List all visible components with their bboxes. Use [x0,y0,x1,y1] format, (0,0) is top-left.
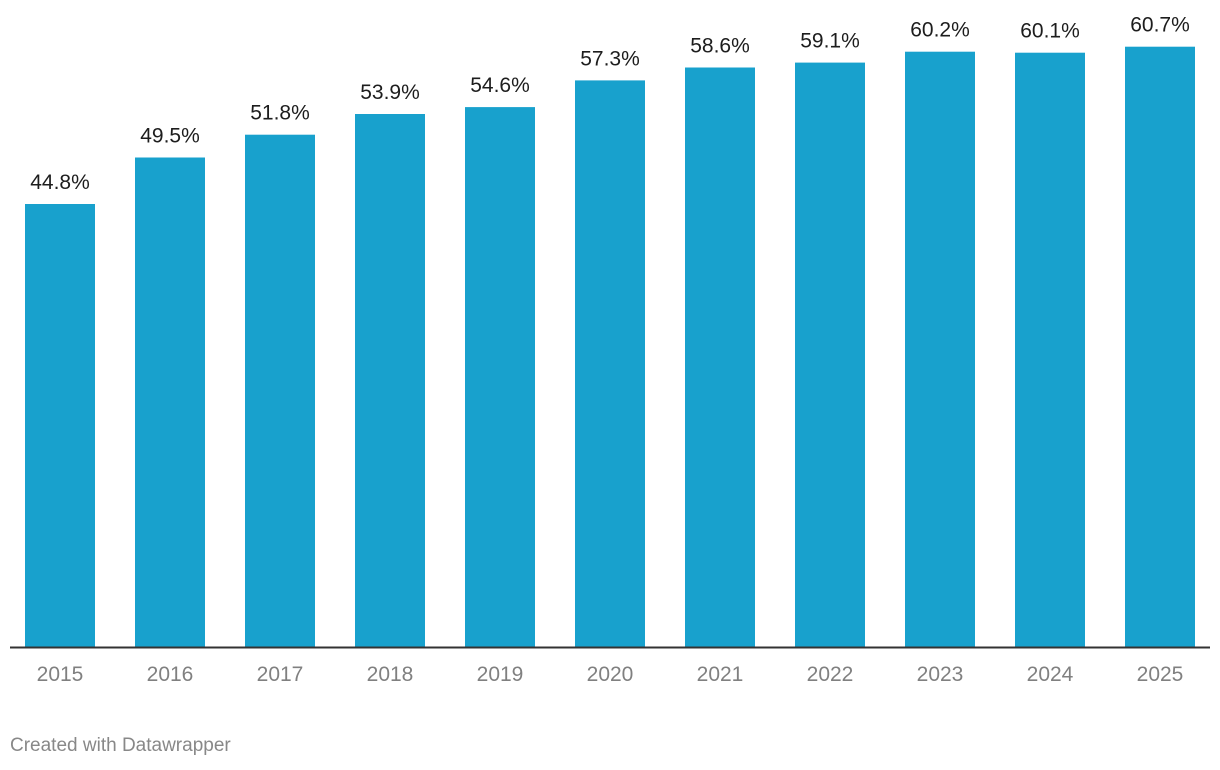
bar-2023 [905,51,975,647]
x-tick-label-2021: 2021 [697,663,744,686]
value-label-2022: 59.1% [800,30,860,53]
value-label-2019: 54.6% [470,74,530,97]
value-label-2017: 51.8% [250,102,310,125]
value-label-2016: 49.5% [140,125,200,148]
value-label-2020: 57.3% [580,47,640,70]
x-tick-label-2016: 2016 [147,663,194,686]
x-tick-label-2022: 2022 [807,663,854,686]
bar-2017 [245,134,315,647]
bar-2025 [1125,46,1195,647]
chart-plot-area: 44.8% 2015 49.5% 2016 51.8% 2017 53.9% 2018 54.6… [10,14,1210,686]
x-tick-label-2017: 2017 [257,663,304,686]
datawrapper-credit: Created with Datawrapper [10,735,231,756]
x-tick-label-2024: 2024 [1027,663,1074,686]
x-tick-label-2023: 2023 [917,663,964,686]
bar-2018 [355,114,425,647]
x-tick-label-2025: 2025 [1137,663,1184,686]
value-label-2015: 44.8% [30,171,90,194]
x-tick-label-2015: 2015 [37,663,84,686]
value-label-2023: 60.2% [910,19,970,42]
bar-2016 [135,157,205,647]
value-label-2024: 60.1% [1020,20,1080,43]
bar-2021 [685,67,755,647]
bar-2022 [795,62,865,648]
bar-2019 [465,107,535,648]
value-label-2018: 53.9% [360,81,420,104]
bar-2024 [1015,52,1085,647]
value-label-2025: 60.7% [1130,14,1190,37]
bar-2015 [25,204,95,647]
value-label-2021: 58.6% [690,35,750,58]
x-tick-label-2020: 2020 [587,663,634,686]
bar-2020 [575,80,645,647]
x-tick-label-2019: 2019 [477,663,524,686]
x-tick-label-2018: 2018 [367,663,414,686]
